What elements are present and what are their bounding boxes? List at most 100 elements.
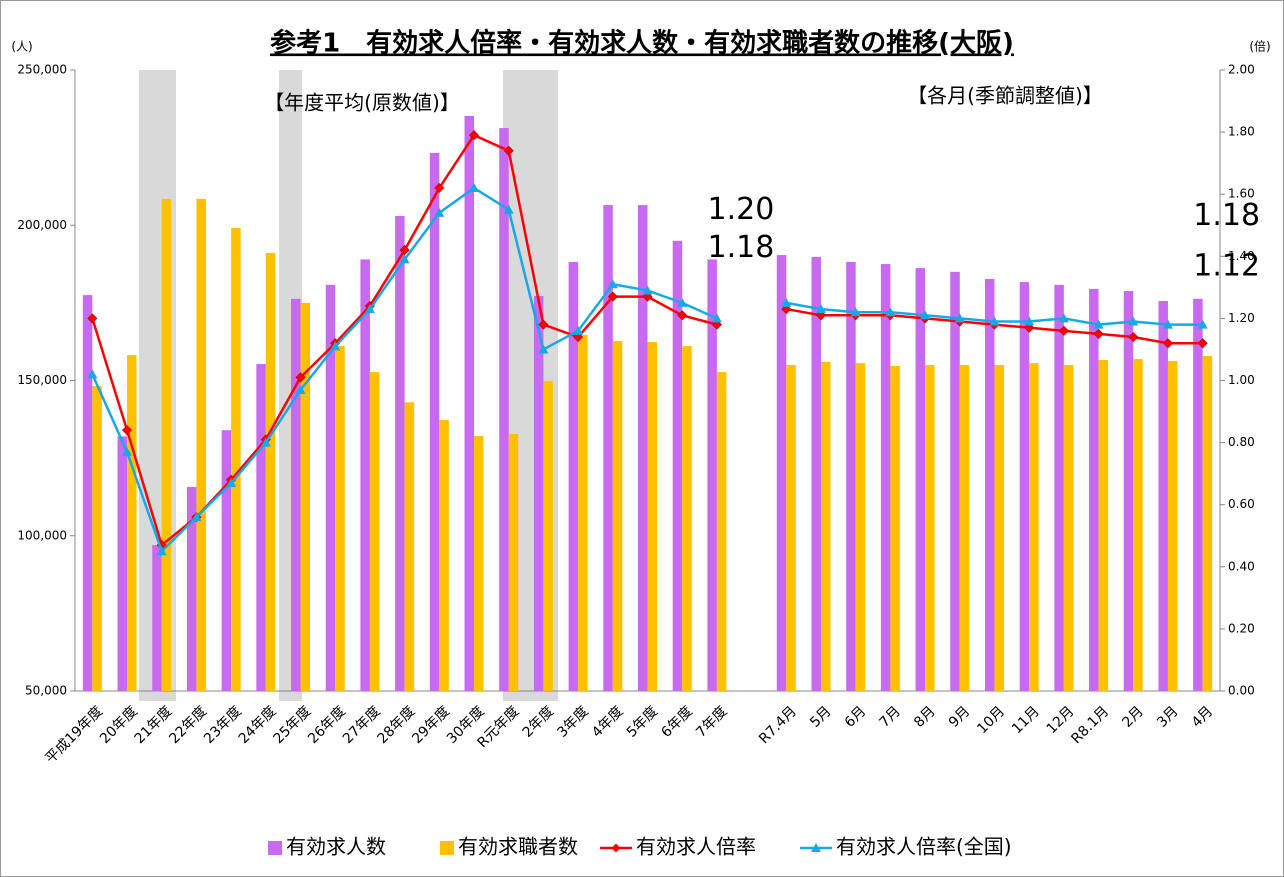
bar <box>543 381 553 691</box>
line-marker <box>677 297 688 307</box>
bar <box>682 346 692 691</box>
bar <box>161 198 172 692</box>
bar <box>915 268 926 691</box>
line-marker <box>1197 319 1208 329</box>
y2-tick-label: 1.60 <box>1228 187 1255 201</box>
legend-swatch <box>268 841 282 855</box>
line-marker <box>87 313 98 324</box>
bar <box>1193 298 1203 691</box>
bar <box>152 545 162 691</box>
bar <box>404 402 415 691</box>
bar <box>716 372 727 691</box>
bar <box>959 364 970 691</box>
line-marker <box>711 313 722 323</box>
y2-tick-label: 0.80 <box>1228 435 1255 449</box>
line-marker <box>330 341 341 351</box>
bar <box>439 419 449 691</box>
bar <box>1202 355 1213 691</box>
y2-tick-label: 0.20 <box>1228 621 1255 635</box>
line-marker <box>364 304 375 314</box>
line-marker <box>642 285 653 295</box>
line-marker <box>850 307 861 317</box>
bar <box>880 264 891 691</box>
bar <box>429 152 440 691</box>
bar <box>92 386 102 691</box>
line-marker <box>989 316 1000 326</box>
bar <box>395 215 405 691</box>
line-marker <box>1058 325 1069 336</box>
bar <box>325 284 336 691</box>
line-marker <box>1197 338 1208 349</box>
line-marker <box>121 425 133 436</box>
y2-tick-label: 0.60 <box>1228 497 1255 511</box>
bar <box>568 261 579 691</box>
line-marker <box>122 446 133 456</box>
line-marker <box>538 319 549 330</box>
line-marker <box>87 369 98 379</box>
bar <box>811 256 821 691</box>
bar <box>1054 284 1064 691</box>
line-marker <box>503 145 514 156</box>
line-marker <box>399 254 410 264</box>
bar <box>890 365 900 691</box>
y2-tick-label: 1.20 <box>1228 311 1255 325</box>
bar <box>335 346 345 691</box>
bar <box>265 252 276 691</box>
bar <box>360 259 370 691</box>
bar <box>474 436 484 691</box>
legend-swatch <box>611 843 621 853</box>
line-marker <box>1024 316 1035 326</box>
bar <box>256 364 266 691</box>
y2-tick-label: 1.40 <box>1228 249 1255 263</box>
bar <box>820 361 831 691</box>
bar <box>300 302 311 691</box>
line-marker <box>1162 338 1174 349</box>
line-marker <box>434 207 445 217</box>
y2-tick-label: 0.00 <box>1228 684 1255 698</box>
bar <box>776 255 787 692</box>
legend-label: 有効求人数 <box>286 835 386 859</box>
line-marker <box>885 307 896 317</box>
bar <box>186 487 197 691</box>
bar <box>82 295 93 691</box>
bar <box>117 436 128 691</box>
line-marker <box>781 297 792 307</box>
line-marker <box>677 310 688 321</box>
bar <box>291 298 301 691</box>
y-tick-label: 100,000 <box>17 528 67 542</box>
bar <box>707 259 717 691</box>
bar <box>647 341 657 691</box>
line-marker <box>920 310 931 320</box>
legend-swatch <box>440 841 454 855</box>
data-label: 1.18 <box>707 230 774 265</box>
bar <box>1123 291 1134 691</box>
line-marker <box>295 384 306 394</box>
chart-title: 参考1 有効求人倍率・有効求人数・有効求職者数の推移(大阪) <box>270 28 1014 59</box>
bar <box>499 128 509 692</box>
line-marker <box>226 477 237 487</box>
line-marker <box>573 325 584 335</box>
legend-swatch <box>811 843 821 852</box>
annotation: 【各月(季節調整値)】 <box>907 84 1103 108</box>
legend-label: 有効求人倍率 <box>636 835 756 859</box>
y2-axis-unit: (倍) <box>1249 39 1270 54</box>
line-marker <box>468 130 480 141</box>
line-marker <box>469 182 480 192</box>
line-marker <box>1162 319 1173 329</box>
y-axis-unit: (人) <box>11 40 32 54</box>
bar <box>533 296 544 691</box>
bar <box>994 364 1004 691</box>
bar <box>612 341 623 691</box>
bar <box>1098 360 1109 691</box>
data-label: 1.18 <box>1193 198 1260 233</box>
line-marker <box>260 437 271 447</box>
line-marker <box>954 313 965 323</box>
line-marker <box>815 304 826 314</box>
bar <box>508 433 519 691</box>
annotation: 【年度平均(原数値)】 <box>264 91 460 115</box>
bar <box>1063 364 1074 691</box>
bar <box>950 271 960 691</box>
line-marker <box>1128 331 1139 343</box>
line-marker <box>295 372 306 383</box>
